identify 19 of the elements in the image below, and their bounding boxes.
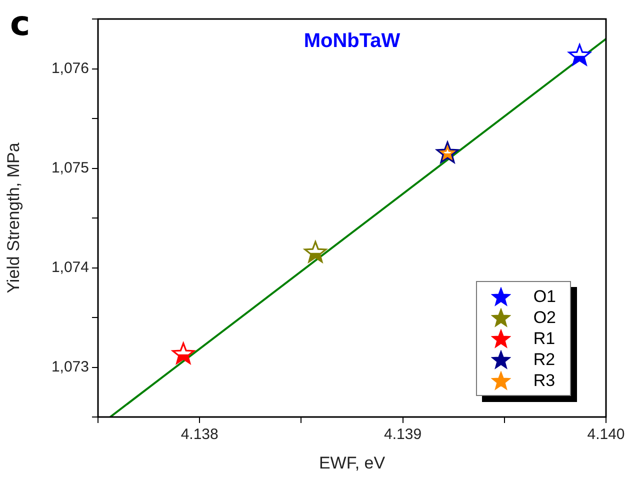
x-tick-label: 4.139 bbox=[384, 426, 422, 444]
x-tick-label: 4.138 bbox=[180, 426, 218, 444]
y-tick-label: 1,075 bbox=[51, 159, 89, 176]
y-tick-label: 1,074 bbox=[51, 258, 89, 276]
legend-label: O1 bbox=[533, 286, 556, 306]
x-axis-title: EWF, eV bbox=[318, 453, 386, 472]
legend-label: R3 bbox=[533, 370, 556, 390]
text: c bbox=[10, 4, 30, 44]
y-axis-title: Yield Strength, MPa bbox=[4, 142, 23, 294]
legend-label: O2 bbox=[533, 308, 556, 328]
x-tick-label: 4.140 bbox=[587, 426, 625, 444]
point bbox=[568, 44, 591, 66]
y-tick-label: 1,076 bbox=[51, 60, 89, 77]
legend-label: R2 bbox=[533, 350, 556, 370]
point bbox=[304, 241, 327, 263]
y-tick-label: 1,073 bbox=[51, 358, 89, 376]
point bbox=[172, 342, 195, 364]
text: MoNbTaW bbox=[302, 30, 402, 53]
legend-label: R1 bbox=[533, 328, 556, 348]
